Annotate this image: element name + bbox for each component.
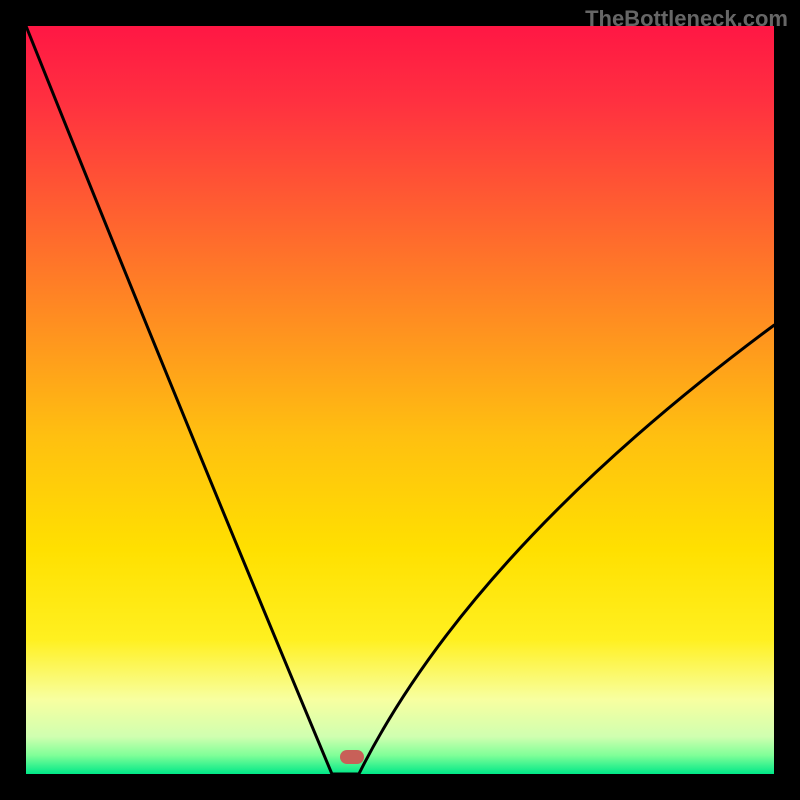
plot-area (26, 26, 774, 774)
plot-frame (26, 26, 774, 774)
watermark-text: TheBottleneck.com (585, 6, 788, 32)
optimum-marker (340, 750, 364, 764)
bottleneck-curve (26, 26, 774, 774)
